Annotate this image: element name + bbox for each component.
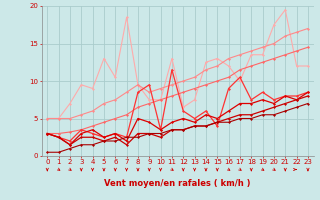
X-axis label: Vent moyen/en rafales ( km/h ): Vent moyen/en rafales ( km/h )	[104, 179, 251, 188]
